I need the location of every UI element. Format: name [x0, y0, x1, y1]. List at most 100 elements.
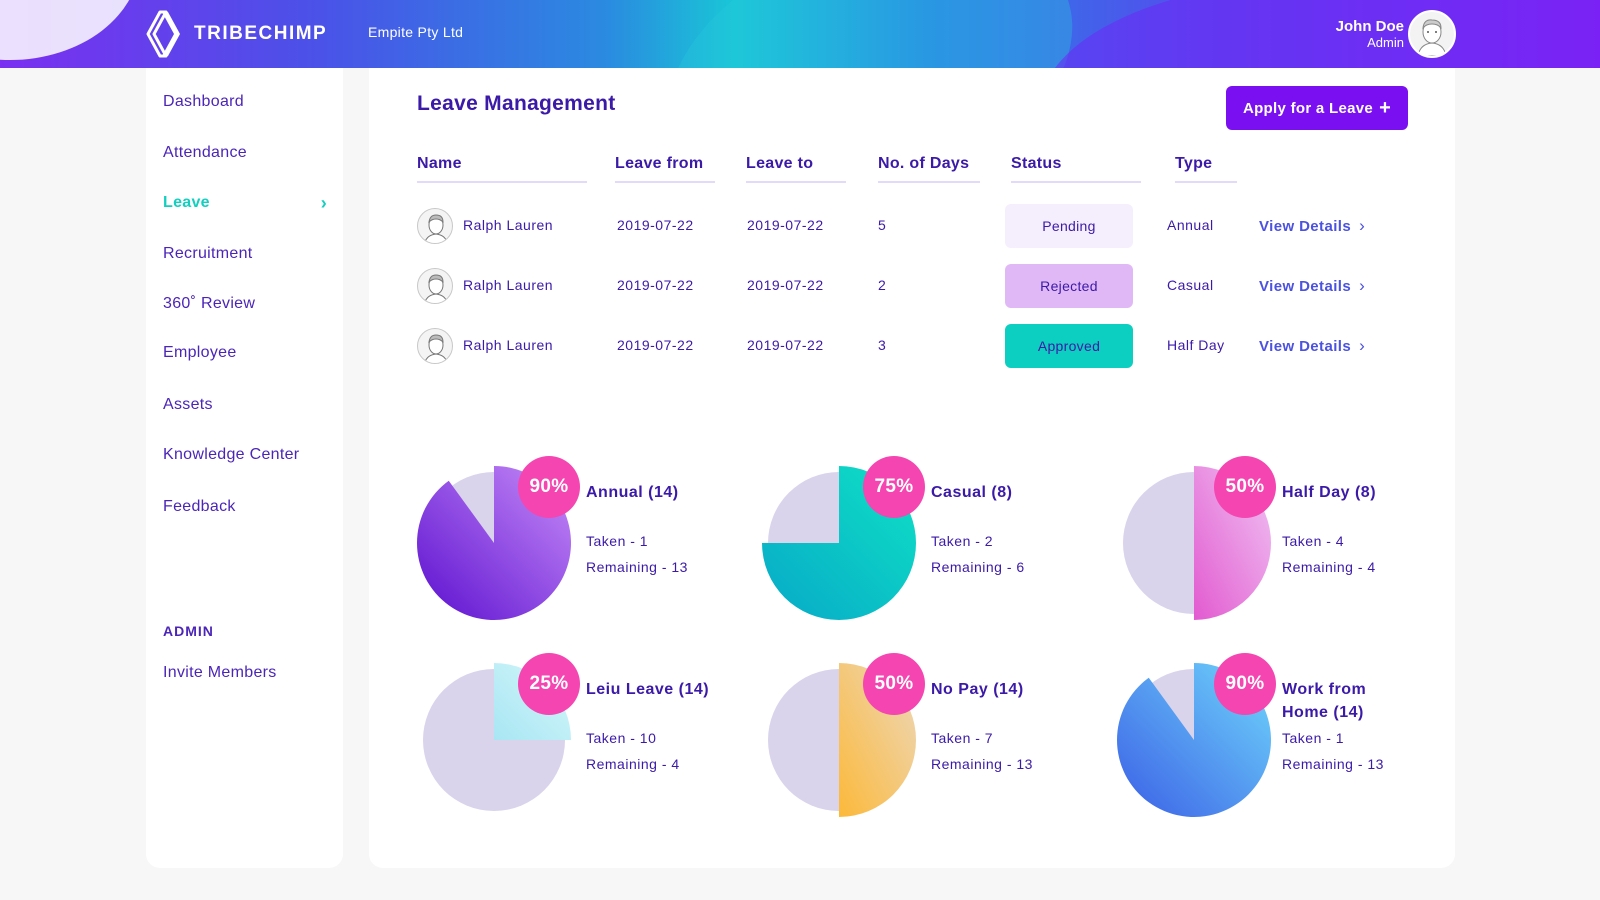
header-decoration — [0, 0, 140, 60]
taken-count: Taken - 1 — [1282, 730, 1345, 746]
leave-chart-casual: 75% Casual (8) Taken - 2 Remaining - 6 — [754, 456, 1094, 626]
leave-type: Half Day — [1167, 337, 1225, 353]
header-decoration — [628, 0, 1112, 68]
person-face-icon — [424, 214, 448, 243]
taken-count: Taken - 7 — [931, 730, 994, 746]
user-name: John Doe — [1335, 18, 1404, 35]
leave-from: 2019-07-22 — [617, 217, 694, 233]
table-row: Ralph Lauren 2019-07-22 2019-07-22 2 Rej… — [417, 264, 1417, 308]
user-avatar[interactable] — [1408, 10, 1456, 58]
leave-chart-half-day: 50% Half Day (8) Taken - 4 Remaining - 4 — [1109, 456, 1449, 626]
chevron-right-icon: › — [320, 193, 327, 213]
sidebar-item-dashboard[interactable]: Dashboard — [163, 93, 244, 110]
sidebar-item-label: Leave — [163, 194, 210, 211]
chevron-right-icon: › — [1359, 216, 1366, 235]
leave-to: 2019-07-22 — [747, 277, 824, 293]
chart-title: Annual (14) — [586, 484, 679, 501]
remaining-count: Remaining - 6 — [931, 559, 1025, 575]
apply-leave-button[interactable]: Apply for a Leave + — [1226, 86, 1408, 130]
leave-days: 2 — [878, 277, 887, 293]
user-info[interactable]: John Doe Admin — [1336, 18, 1404, 50]
chart-title: No Pay (14) — [931, 681, 1024, 698]
percent-badge: 25% — [518, 653, 580, 715]
column-header-days: No. of Days — [878, 155, 980, 183]
taken-count: Taken - 10 — [586, 730, 657, 746]
person-face-icon — [424, 274, 448, 303]
employee-avatar — [417, 208, 453, 244]
brand-name: TRIBECHIMP — [194, 23, 328, 44]
leave-to: 2019-07-22 — [747, 217, 824, 233]
remaining-count: Remaining - 13 — [586, 559, 688, 575]
chart-title: Leiu Leave (14) — [586, 681, 710, 698]
leave-days: 5 — [878, 217, 887, 233]
admin-section-label: ADMIN — [163, 623, 214, 639]
leave-to: 2019-07-22 — [747, 337, 824, 353]
column-header-leave-to: Leave to — [746, 155, 846, 183]
sidebar-item-attendance[interactable]: Attendance — [163, 144, 247, 161]
employee-name: Ralph Lauren — [463, 217, 554, 233]
leave-chart-work-from-home: 90% Work from Home (14) Taken - 1 Remain… — [1109, 653, 1449, 823]
employee-name: Ralph Lauren — [463, 337, 554, 353]
logo-mark-icon — [146, 10, 180, 58]
percent-badge: 90% — [518, 456, 580, 518]
header-decoration — [1040, 0, 1600, 68]
top-header: TRIBECHIMP Empite Pty Ltd John Doe Admin — [0, 0, 1600, 68]
remaining-count: Remaining - 4 — [1282, 559, 1376, 575]
sidebar-item-360-review[interactable]: 360˚ Review — [163, 295, 256, 312]
main-content: Leave Management Apply for a Leave + Nam… — [369, 68, 1455, 868]
sidebar-item-invite-members[interactable]: Invite Members — [163, 664, 277, 681]
percent-badge: 75% — [863, 456, 925, 518]
taken-count: Taken - 2 — [931, 533, 994, 549]
sidebar-item-knowledge-center[interactable]: Knowledge Center — [163, 446, 300, 463]
view-details-link[interactable]: View Details › — [1259, 336, 1365, 356]
leave-type: Casual — [1167, 277, 1214, 293]
percent-badge: 90% — [1214, 653, 1276, 715]
employee-name: Ralph Lauren — [463, 277, 554, 293]
sidebar: Dashboard Attendance Leave › Recruitment… — [146, 68, 343, 868]
leave-type: Annual — [1167, 217, 1214, 233]
avatar-face-icon — [1417, 19, 1447, 56]
table-row: Ralph Lauren 2019-07-22 2019-07-22 5 Pen… — [417, 204, 1417, 248]
view-details-link[interactable]: View Details › — [1259, 276, 1365, 296]
leave-from: 2019-07-22 — [617, 277, 694, 293]
view-details-link[interactable]: View Details › — [1259, 216, 1365, 236]
view-details-label: View Details — [1259, 277, 1352, 295]
chevron-right-icon: › — [1359, 336, 1366, 355]
column-header-name: Name — [417, 155, 587, 183]
apply-leave-label: Apply for a Leave — [1242, 99, 1374, 117]
column-header-type: Type — [1175, 155, 1237, 183]
sidebar-item-employee[interactable]: Employee — [163, 344, 237, 361]
leave-from: 2019-07-22 — [617, 337, 694, 353]
column-header-status: Status — [1011, 155, 1141, 183]
table-row: Ralph Lauren 2019-07-22 2019-07-22 3 App… — [417, 324, 1417, 368]
chart-title: Casual (8) — [931, 484, 1013, 501]
column-header-leave-from: Leave from — [615, 155, 715, 183]
sidebar-item-assets[interactable]: Assets — [163, 396, 213, 413]
employee-avatar — [417, 328, 453, 364]
status-badge[interactable]: Approved — [1005, 324, 1133, 368]
sidebar-item-leave[interactable]: Leave › — [163, 194, 333, 212]
page-title: Leave Management — [417, 92, 616, 115]
remaining-count: Remaining - 13 — [931, 756, 1033, 772]
taken-count: Taken - 1 — [586, 533, 649, 549]
leave-days: 3 — [878, 337, 887, 353]
user-role: Admin — [1367, 35, 1404, 50]
leave-chart-lieu-leave: 25% Leiu Leave (14) Taken - 10 Remaining… — [409, 653, 749, 823]
remaining-count: Remaining - 4 — [586, 756, 680, 772]
chart-title: Work from Home (14) — [1282, 681, 1367, 721]
remaining-count: Remaining - 13 — [1282, 756, 1384, 772]
company-name: Empite Pty Ltd — [368, 24, 464, 40]
employee-avatar — [417, 268, 453, 304]
taken-count: Taken - 4 — [1282, 533, 1345, 549]
person-face-icon — [424, 334, 448, 363]
brand-logo[interactable]: TRIBECHIMP — [146, 8, 327, 60]
sidebar-item-recruitment[interactable]: Recruitment — [163, 245, 253, 262]
chevron-right-icon: › — [1359, 276, 1366, 295]
sidebar-item-feedback[interactable]: Feedback — [163, 498, 236, 515]
leave-chart-annual: 90% Annual (14) Taken - 1 Remaining - 13 — [409, 456, 749, 626]
view-details-label: View Details — [1259, 337, 1352, 355]
status-badge[interactable]: Pending — [1005, 204, 1133, 248]
status-badge[interactable]: Rejected — [1005, 264, 1133, 308]
percent-badge: 50% — [1214, 456, 1276, 518]
plus-icon: + — [1379, 97, 1392, 119]
